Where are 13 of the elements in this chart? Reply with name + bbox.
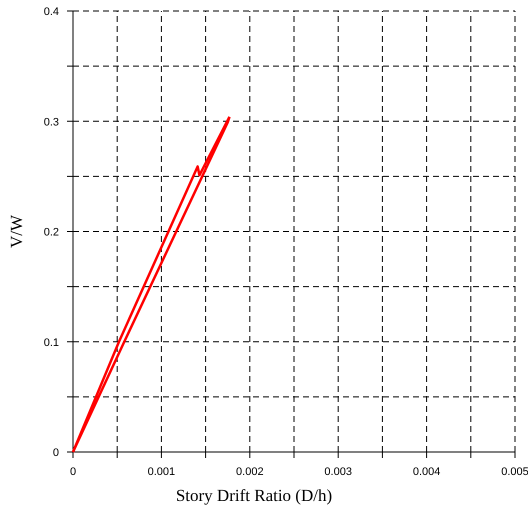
x-tick-label: 0.001: [148, 466, 176, 478]
y-axis-title: V/W: [7, 214, 26, 248]
x-tick-label: 0.003: [324, 466, 352, 478]
y-tick-label: 0.2: [44, 226, 59, 238]
y-tick-label: 0.4: [44, 6, 59, 18]
x-tick-label: 0.004: [412, 466, 440, 478]
y-tick-label: 0.3: [44, 116, 59, 128]
y-tick-label: 0: [52, 447, 59, 459]
x-tick-label: 0: [70, 466, 76, 478]
x-tick-label: 0.005: [501, 466, 528, 478]
x-axis-title: Story Drift Ratio (D/h): [176, 486, 332, 505]
x-tick-label: 0.002: [236, 466, 264, 478]
y-tick-label: 0.1: [44, 336, 59, 349]
